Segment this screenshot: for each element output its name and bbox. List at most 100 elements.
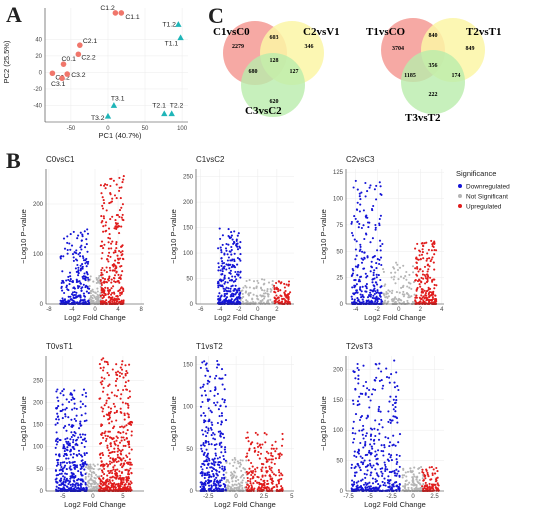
volcano-point-up	[102, 407, 105, 410]
volcano-point-down	[379, 278, 382, 282]
volcano-point-up	[264, 457, 267, 460]
volcano-point-down	[359, 416, 362, 419]
volcano-point-down	[361, 285, 364, 288]
volcano-point-down	[82, 256, 85, 260]
volcano-point-down	[203, 472, 206, 475]
volcano-point-down	[232, 300, 235, 303]
volcano-point-up	[113, 450, 116, 453]
volcano-point-down	[76, 295, 79, 298]
volcano-point-down	[396, 461, 399, 464]
volcano-point-up	[119, 397, 122, 400]
volcano-point-down	[376, 249, 379, 252]
volcano-xlabel: Log2 Fold Change	[364, 500, 426, 509]
volcano-point-up	[254, 449, 257, 452]
volcano-point-down	[353, 450, 356, 453]
volcano-point-up	[120, 368, 124, 371]
volcano-point-up	[116, 436, 119, 439]
volcano-ytick-label: 150	[33, 423, 44, 429]
volcano-point-down	[82, 465, 85, 468]
volcano-point-down	[239, 259, 242, 262]
pca-point	[59, 75, 65, 82]
volcano-point-down	[384, 465, 387, 468]
volcano-point-down	[223, 252, 226, 255]
volcano-point-up	[426, 473, 429, 476]
volcano-point-down	[239, 270, 242, 273]
volcano-point-ns	[416, 488, 419, 491]
volcano-point-down	[55, 464, 58, 467]
volcano-point-up	[263, 481, 266, 484]
volcano-ytick-label: 150	[183, 362, 194, 368]
volcano-point-up	[100, 244, 103, 247]
pca-xlabel: PC1 (40.7%)	[99, 131, 142, 140]
volcano-point-down	[223, 465, 226, 469]
volcano-point-down	[362, 483, 366, 486]
volcano-point-up	[275, 294, 278, 297]
volcano-xlabel: Log2 Fold Change	[64, 313, 126, 322]
volcano-point-ns	[403, 485, 406, 488]
volcano-point-up	[100, 460, 103, 463]
volcano-point-up	[108, 416, 112, 419]
volcano-point-up	[110, 287, 113, 290]
volcano-point-down	[56, 396, 59, 399]
volcano-point-down	[214, 404, 217, 407]
volcano-point-up	[250, 442, 253, 445]
volcano-point-down	[355, 455, 358, 458]
volcano-point-down	[364, 272, 367, 275]
volcano-point-down	[206, 473, 209, 476]
volcano-point-up	[103, 467, 106, 470]
volcano-point-down	[62, 388, 65, 391]
volcano-point-down	[239, 241, 242, 244]
volcano-point-up	[274, 457, 277, 460]
volcano-point-ns	[244, 291, 247, 294]
volcano-ytick-label: 200	[33, 400, 44, 406]
volcano-point-down	[64, 481, 67, 484]
volcano-point-down	[222, 454, 225, 458]
volcano-point-down	[218, 279, 221, 282]
volcano-point-down	[68, 271, 72, 274]
volcano-point-up	[114, 380, 118, 383]
volcano-point-up	[115, 439, 118, 442]
volcano-point-down	[70, 471, 73, 474]
legend-label-up: Upregulated	[466, 204, 502, 211]
volcano-point-up	[283, 282, 286, 285]
volcano-point-down	[207, 479, 210, 482]
volcano-point-up	[110, 297, 113, 300]
volcano-point-up	[273, 284, 276, 287]
volcano-point-up	[102, 386, 105, 389]
volcano-point-down	[80, 239, 83, 242]
volcano-point-up	[113, 464, 116, 467]
volcano-point-up	[109, 269, 112, 272]
volcano-ytick-label: 250	[33, 378, 44, 384]
volcano-point-up	[111, 368, 114, 371]
volcano-point-down	[75, 482, 78, 485]
volcano-point-up	[109, 410, 112, 413]
volcano-point-up	[433, 298, 437, 301]
volcano-point-down	[73, 290, 76, 294]
volcano-point-up	[119, 277, 122, 280]
volcano-point-down	[374, 419, 377, 422]
volcano-point-down	[59, 392, 62, 395]
volcano-point-up	[128, 423, 131, 426]
volcano-point-up	[102, 369, 105, 372]
legend-dot-ns	[458, 194, 462, 198]
volcano-point-down	[235, 278, 238, 281]
volcano-point-down	[361, 478, 364, 481]
volcano-point-up	[115, 460, 118, 464]
volcano-point-down	[200, 447, 203, 450]
volcano-point-down	[358, 249, 361, 253]
volcano-point-down	[375, 198, 378, 201]
volcano-point-down	[73, 389, 76, 392]
volcano-point-down	[82, 480, 85, 483]
volcano-point-ns	[252, 300, 255, 304]
volcano-point-down	[382, 454, 385, 457]
volcano-point-up	[101, 380, 104, 383]
volcano-point-down	[75, 301, 78, 304]
volcano-point-down	[376, 283, 379, 286]
volcano-point-down	[64, 300, 67, 303]
volcano-point-down	[203, 444, 206, 447]
volcano-point-up	[279, 289, 282, 292]
volcano-point-down	[354, 388, 357, 391]
volcano-point-down	[392, 408, 395, 411]
volcano-point-up	[254, 480, 257, 483]
volcano-point-up	[250, 471, 254, 474]
